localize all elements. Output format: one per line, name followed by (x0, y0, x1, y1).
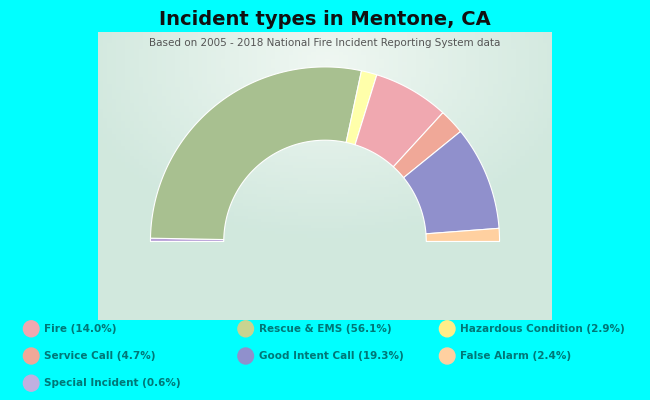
Text: Fire (14.0%): Fire (14.0%) (44, 324, 117, 334)
Text: Special Incident (0.6%): Special Incident (0.6%) (44, 378, 181, 388)
Polygon shape (404, 132, 499, 234)
Polygon shape (150, 238, 224, 242)
Polygon shape (393, 113, 461, 178)
Text: False Alarm (2.4%): False Alarm (2.4%) (460, 351, 571, 361)
Polygon shape (151, 67, 361, 240)
Text: Service Call (4.7%): Service Call (4.7%) (44, 351, 156, 361)
Text: Hazardous Condition (2.9%): Hazardous Condition (2.9%) (460, 324, 625, 334)
Text: Incident types in Mentone, CA: Incident types in Mentone, CA (159, 10, 491, 29)
Polygon shape (355, 75, 443, 167)
Text: Rescue & EMS (56.1%): Rescue & EMS (56.1%) (259, 324, 391, 334)
Polygon shape (426, 228, 500, 242)
Text: Good Intent Call (19.3%): Good Intent Call (19.3%) (259, 351, 404, 361)
Text: Based on 2005 - 2018 National Fire Incident Reporting System data: Based on 2005 - 2018 National Fire Incid… (150, 38, 500, 48)
Polygon shape (346, 71, 377, 145)
